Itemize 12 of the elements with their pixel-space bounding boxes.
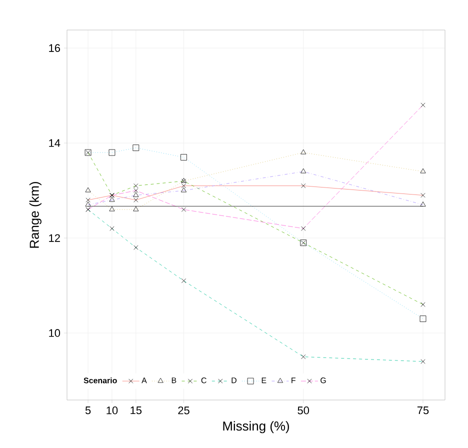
x-tick-label: 25: [178, 406, 190, 414]
x-tick-label: 50: [298, 406, 310, 414]
y-tick-label: 12: [49, 234, 60, 242]
y-tick-label: 16: [49, 44, 60, 52]
y-tick-label: 14: [49, 139, 60, 147]
x-tick-label: 5: [85, 406, 91, 414]
y-tick-label: 10: [49, 329, 60, 337]
x-tick-label: 10: [106, 406, 118, 414]
y-axis-title: Range (km): [29, 182, 42, 248]
x-axis-title: Missing (%): [223, 421, 289, 434]
x-tick-label: 15: [130, 406, 142, 414]
x-tick-label: 75: [417, 406, 429, 414]
